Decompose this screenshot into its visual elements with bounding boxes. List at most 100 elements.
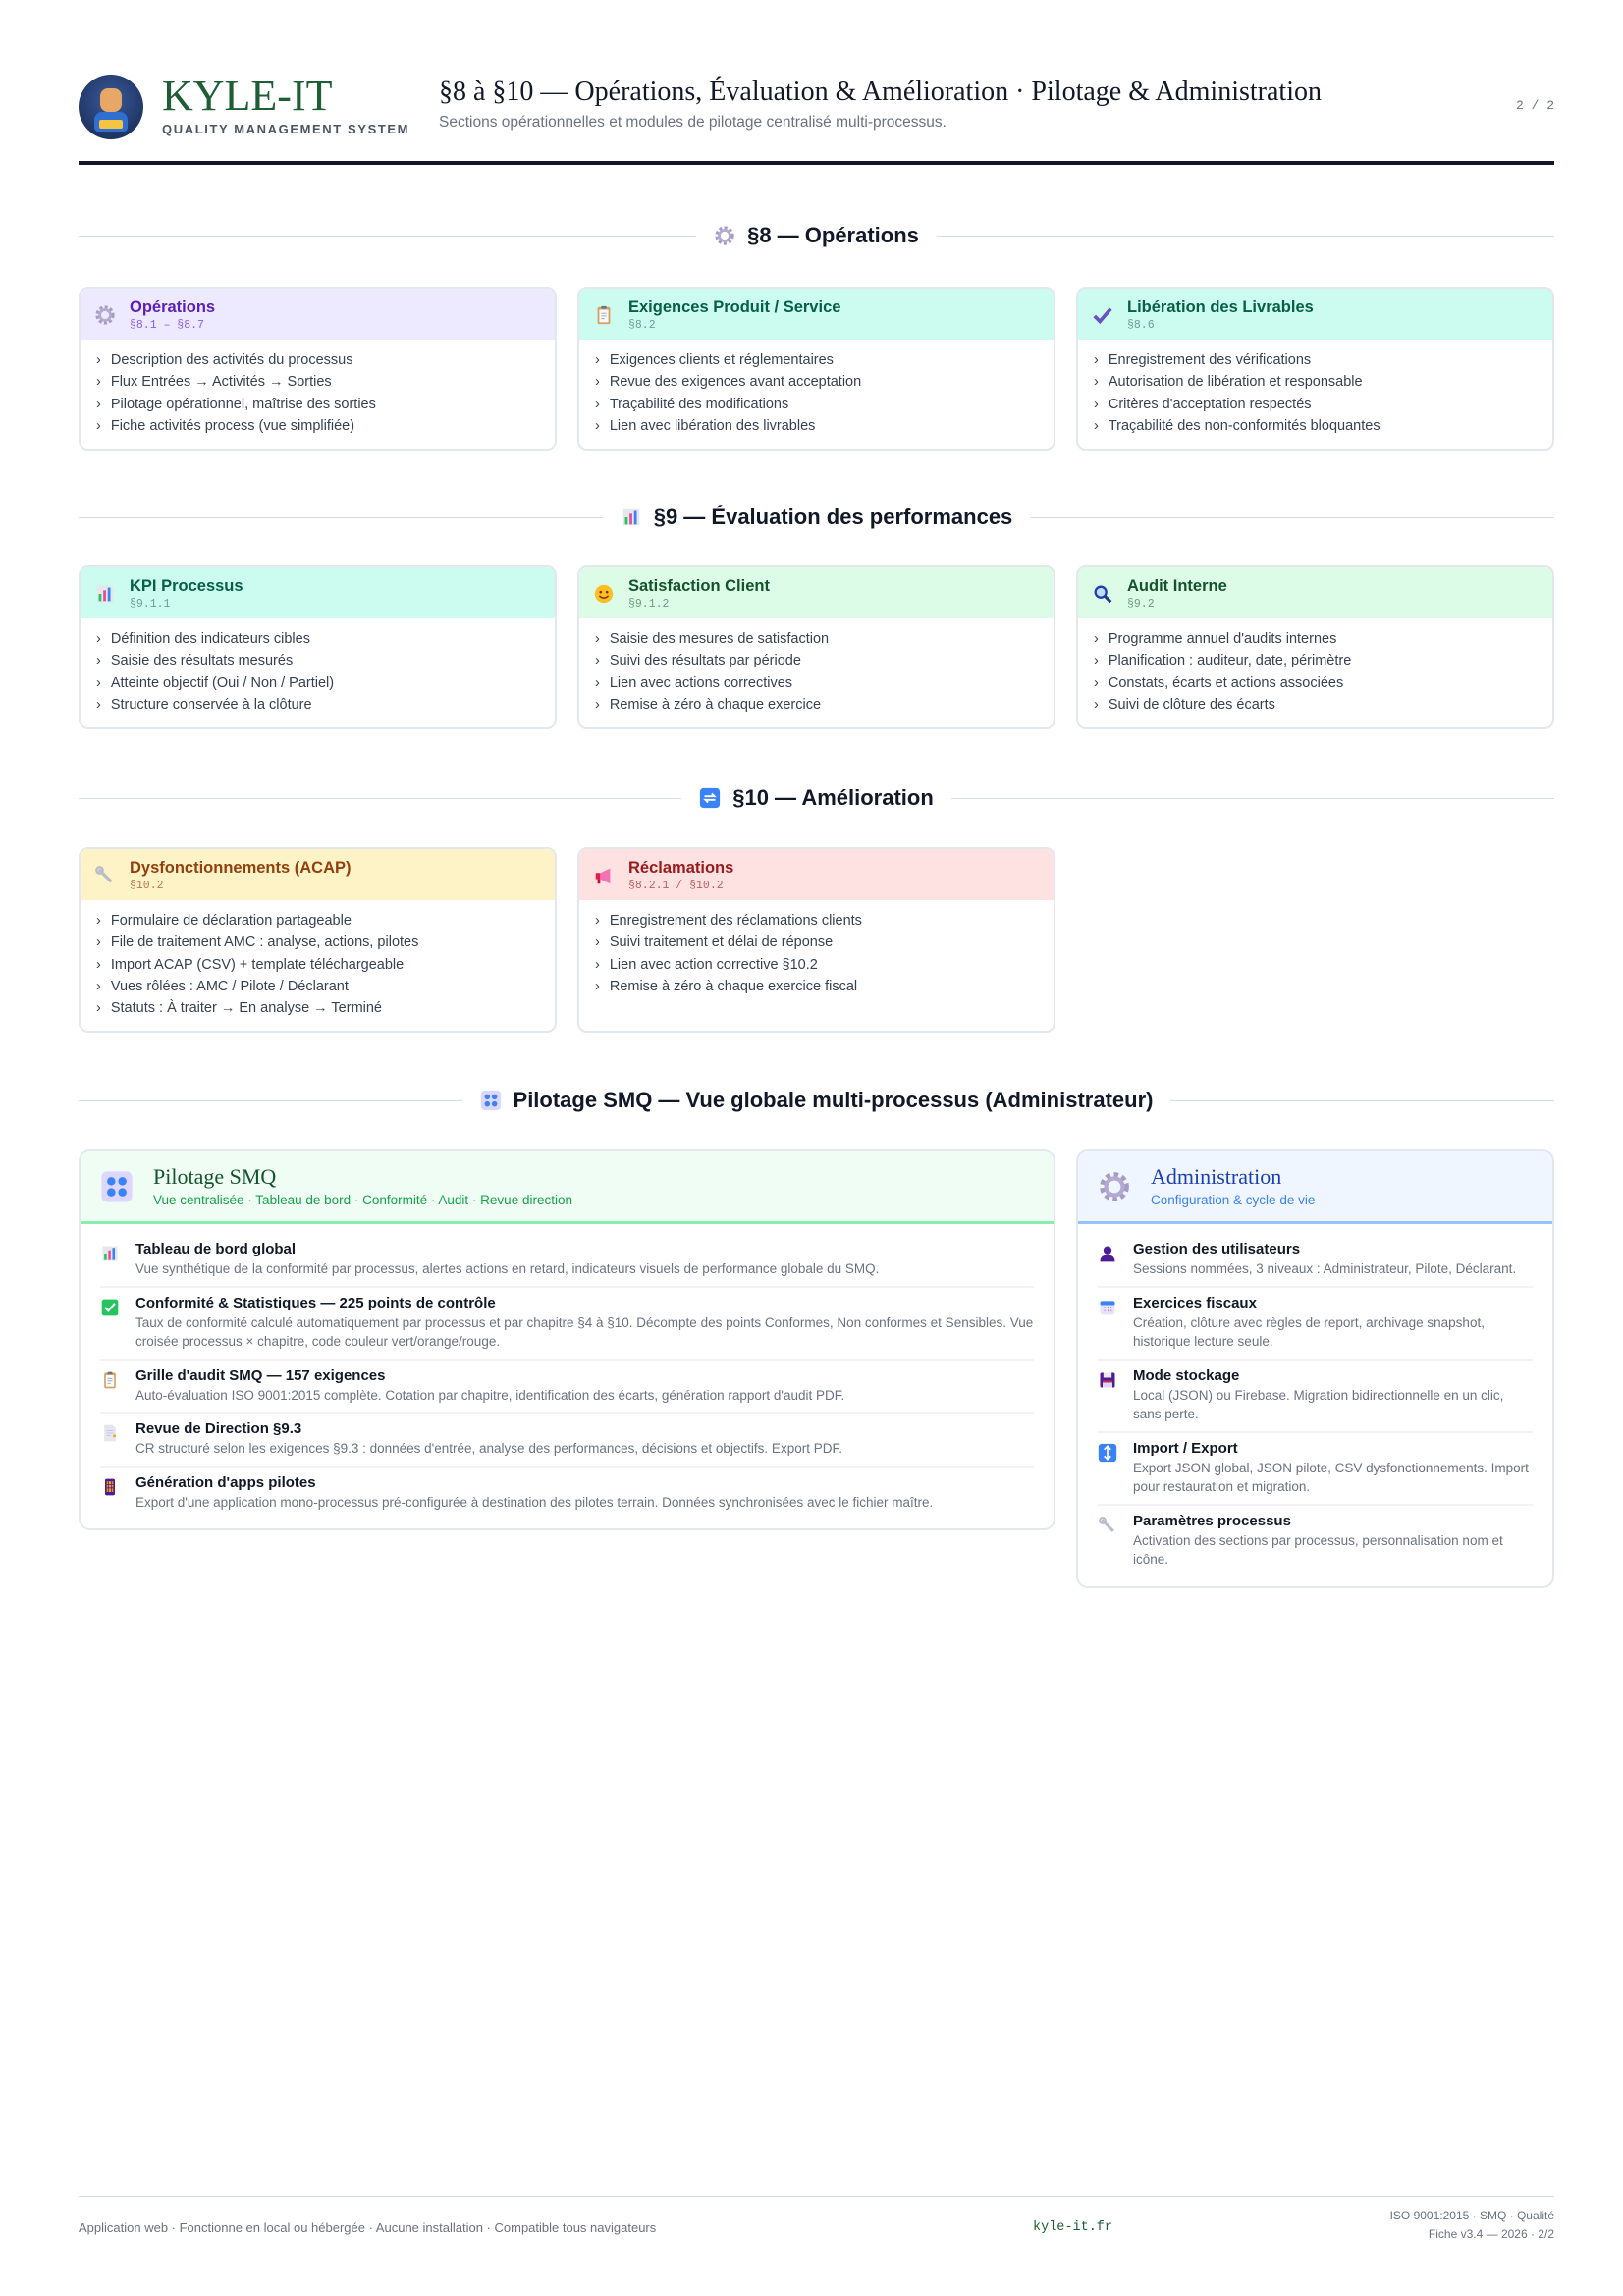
module-title: Mode stockage [1133,1366,1240,1384]
feature-list: Saisie des mesures de satisfactionSuivi … [579,618,1054,727]
feature-card: Réclamations §8.2.1 / §10.2 Enregistrement… [577,847,1055,1034]
panel-title: Pilotage SMQ [153,1163,277,1189]
list-item: Flux Entrées → Activités → Sorties [96,371,539,393]
list-item: Programme annuel d'audits internes [1094,628,1537,650]
card-reference: §9.2 [1127,598,1155,611]
header: KYLE-IT QUALITY MANAGEMENT SYSTEM §8 à §… [79,73,1554,161]
module-item: Tableau de bord global Vue synthétique de… [100,1234,1034,1288]
page-subtitle: Sections opérationnelles et modules de p… [439,114,947,131]
module-description: Vue synthétique de la conformité par pro… [135,1261,880,1276]
footer-version: Fiche v3.4 — 2026 · 2/2 [1428,2227,1554,2241]
module-item: Mode stockage Local (JSON) ou Firebase. M… [1098,1361,1533,1433]
section-heading: §10 — Amélioration [79,783,1555,813]
divider [79,235,697,237]
module-item: Revue de Direction §9.3 CR structuré selo… [100,1414,1034,1468]
divider [79,797,682,799]
module-description: Taux de conformité calculé automatiqueme… [135,1314,1034,1350]
brand-tagline: QUALITY MANAGEMENT SYSTEM [162,122,410,136]
list-item: Structure conservée à la clôture [96,694,539,716]
user-icon [1098,1244,1117,1263]
list-item: Import ACAP (CSV) + template téléchargea… [96,954,539,976]
mobile-phone-icon [100,1477,120,1497]
list-item: Vues rôlées : AMC / Pilote / Déclarant [96,976,539,997]
card-title: Opérations [130,298,216,316]
divider [950,797,1555,799]
list-item: Formulaire de déclaration partageable [96,910,539,932]
module-item: Paramètres processus Activation des secti… [1098,1506,1533,1576]
list-item: Atteinte objectif (Oui / Non / Partiel) [96,672,539,694]
module-item: Gestion des utilisateurs Sessions nommées… [1098,1234,1533,1288]
feature-card: Satisfaction Client §9.1.2 Saisie des mesu… [577,565,1055,730]
check-mark-icon [1092,304,1113,326]
list-item: Suivi des résultats par période [595,650,1038,671]
floppy-disk-icon [1098,1370,1117,1390]
list-item: Autorisation de libération et responsabl… [1094,371,1537,393]
footer-link[interactable]: kyle-it.fr [1033,2220,1113,2235]
pilotage-panel: Pilotage SMQ Vue centralisée · Tableau de… [79,1149,1055,1530]
section-title: Pilotage SMQ — Vue globale multi-process… [513,1088,1154,1112]
bar-chart-icon [621,507,642,528]
module-description: CR structuré selon les exigences §9.3 : … [135,1441,842,1456]
card-reference: §8.1 – §8.7 [130,319,204,332]
feature-list: Description des activités du processusFl… [81,340,555,449]
list-item: Lien avec actions correctives [595,672,1038,694]
gear-icon [1098,1170,1131,1203]
list-item: Saisie des mesures de satisfaction [595,628,1038,650]
list-item: Fiche activités process (vue simplifiée) [96,415,539,437]
list-item: Constats, écarts et actions associées [1094,672,1537,694]
module-description: Création, clôture avec règles de report,… [1133,1314,1485,1350]
gear-icon [714,225,735,246]
card-reference: §8.2.1 / §10.2 [628,880,724,892]
feature-card: Audit Interne §9.2 Programme annuel d'audi… [1076,565,1554,730]
module-item: Conformité & Statistiques — 225 points d… [100,1288,1034,1361]
list-item: Saisie des résultats mesurés [96,650,539,671]
module-title: Gestion des utilisateurs [1133,1241,1301,1257]
gear-icon [94,304,116,326]
smiley-icon [593,583,615,605]
list-item: Enregistrement des réclamations clients [595,910,1038,932]
card-reference: §9.1.2 [628,598,670,611]
card-title: Exigences Produit / Service [628,298,841,316]
section-title: §9 — Évaluation des performances [653,505,1013,529]
card-reference: §10.2 [130,880,164,892]
card-title: Audit Interne [1127,577,1227,595]
module-title: Paramètres processus [1133,1512,1291,1529]
list-item: Remise à zéro à chaque exercice fiscal [595,976,1038,997]
module-title: Exercices fiscaux [1133,1294,1257,1311]
footer-standard: ISO 9001:2015 · SMQ · Qualité [1389,2209,1554,2222]
feature-list: Exigences clients et réglementairesRevue… [579,340,1054,449]
control-knobs-icon [100,1170,134,1203]
card-title: Dysfonctionnements (ACAP) [130,859,352,877]
section-heading: §8 — Opérations [79,221,1554,250]
list-item: Lien avec action corrective §10.2 [595,954,1038,976]
megaphone-icon [593,865,615,886]
page-title: §8 à §10 — Opérations, Évaluation & Amél… [439,77,1322,107]
calendar-icon [1098,1298,1117,1317]
repeat-icon [699,787,721,809]
section-heading: §9 — Évaluation des performances [79,503,1555,532]
list-item: Remise à zéro à chaque exercice [595,694,1038,716]
wrench-icon [1098,1516,1117,1535]
list-item: Exigences clients et réglementaires [595,349,1038,371]
panel-subtitle: Vue centralisée · Tableau de bord · Conf… [153,1192,572,1207]
footer: Application web · Fonctionne en local ou… [79,2196,1554,2241]
module-description: Activation des sections par processus, p… [1133,1532,1503,1568]
module-description: Export d'une application mono-processus … [135,1494,934,1510]
module-title: Import / Export [1133,1439,1238,1457]
module-item: Grille d'audit SMQ — 157 exigences Auto-é… [100,1361,1034,1414]
list-item: Suivi de clôture des écarts [1094,694,1537,716]
clipboard-icon [100,1370,120,1390]
clipboard-icon [593,304,615,326]
list-item: Lien avec libération des livrables [595,415,1038,437]
feature-list: Enregistrement des vérificationsAutorisa… [1078,340,1552,449]
card-reference: §8.6 [1127,319,1155,332]
feature-card: Dysfonctionnements (ACAP) §10.2 Formulaire… [79,847,557,1034]
bar-chart-icon [94,583,116,605]
page-number: 2 / 2 [1515,98,1554,113]
section-heading: Pilotage SMQ — Vue globale multi-process… [79,1086,1554,1115]
up-down-arrow-icon [1098,1443,1117,1463]
divider [1030,516,1555,518]
module-description: Local (JSON) ou Firebase. Migration bidi… [1133,1387,1504,1422]
card-title: Réclamations [628,859,734,877]
module-item: Import / Export Export JSON global, JSON … [1098,1433,1533,1506]
